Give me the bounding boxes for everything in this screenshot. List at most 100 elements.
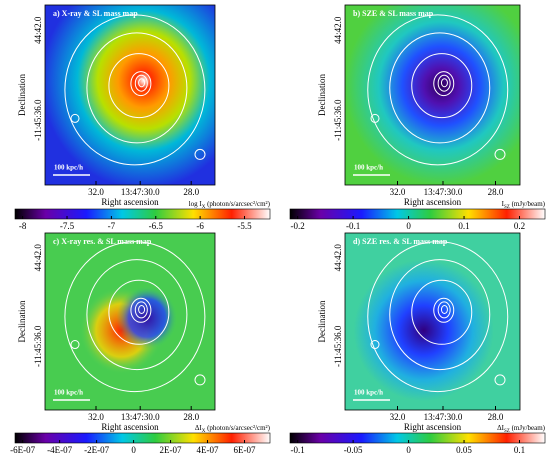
colorbar bbox=[289, 208, 546, 220]
x-axis-label: Right ascension bbox=[404, 197, 462, 207]
colorbar-tick-label: 2E-07 bbox=[160, 445, 182, 455]
x-tick-label: 32.0 bbox=[390, 187, 406, 197]
map-frame bbox=[344, 232, 521, 411]
x-tick-label: 32.0 bbox=[88, 187, 104, 197]
contour bbox=[433, 71, 455, 97]
colorbar-tick-label: -5.5 bbox=[237, 221, 252, 231]
contour bbox=[389, 32, 491, 144]
contour bbox=[70, 113, 80, 123]
colorbar-tick-label: -0.2 bbox=[291, 221, 305, 231]
contour bbox=[440, 78, 448, 88]
panel-title: d) SZE res. & SL mass map bbox=[353, 237, 448, 246]
y-tick-label: 44:42.0 bbox=[333, 16, 343, 44]
x-tick-label: 13:47:30.0 bbox=[121, 412, 160, 422]
contour bbox=[130, 297, 152, 323]
contour bbox=[367, 14, 509, 166]
panel-title: a) X-ray & SL mass map bbox=[53, 9, 138, 18]
colorbar-tick-label: -7 bbox=[108, 221, 116, 231]
colorbar-tick-label: -4E-07 bbox=[47, 445, 72, 455]
x-tick-label: 28.0 bbox=[183, 187, 199, 197]
contour bbox=[134, 301, 148, 319]
scale-bar-label: 100 kpc/h bbox=[54, 389, 83, 397]
contour bbox=[194, 148, 206, 160]
colorbar bbox=[289, 432, 546, 444]
contour bbox=[411, 53, 473, 119]
map-image bbox=[345, 233, 520, 410]
contour bbox=[108, 279, 170, 345]
x-tick-label: 28.0 bbox=[488, 412, 504, 422]
map-frame bbox=[44, 232, 216, 411]
colorbar-label: ISZ (mJy/beam) bbox=[502, 200, 546, 210]
contour bbox=[437, 301, 451, 319]
contour bbox=[70, 340, 80, 350]
y-axis-label: Declination bbox=[17, 300, 27, 342]
x-axis-label: Right ascension bbox=[101, 422, 159, 432]
x-tick-label: 13:47:30.0 bbox=[424, 187, 463, 197]
colorbar-label: log IX (photon/s/arcsec²/cm²) bbox=[189, 200, 271, 210]
colorbar-tick-label: -0.05 bbox=[344, 445, 363, 455]
colorbar-label-part: X bbox=[202, 205, 206, 210]
colorbar-tick-label: -8 bbox=[19, 221, 27, 231]
colorbar bbox=[14, 432, 271, 444]
colorbar-tick-label: -6E-07 bbox=[10, 445, 35, 455]
contour bbox=[86, 32, 188, 144]
colorbar-tick-label: -7.5 bbox=[60, 221, 75, 231]
colorbar-tick-label: -2E-07 bbox=[84, 445, 109, 455]
y-axis-label: Declination bbox=[17, 74, 27, 116]
contour bbox=[370, 340, 380, 350]
colorbar-tick-label: 6E-07 bbox=[234, 445, 256, 455]
colorbar-tick-label: -6 bbox=[196, 221, 204, 231]
map-image bbox=[45, 5, 215, 185]
contour bbox=[437, 74, 451, 92]
colorbar-label-part: ΔI bbox=[195, 424, 203, 432]
colorbar-label: ΔIX (photon/s/arcsec²/cm²) bbox=[195, 424, 271, 434]
x-tick-label: 13:47:30.0 bbox=[424, 412, 463, 422]
contour bbox=[370, 113, 380, 123]
y-tick-label: -11:45:36.0 bbox=[33, 325, 43, 367]
panel-title: c) X-ray res. & SL mass map bbox=[53, 237, 152, 246]
y-tick-label: 44:42.0 bbox=[33, 244, 43, 272]
map-frame bbox=[44, 4, 216, 186]
colorbar-tick-label: 0.1 bbox=[458, 221, 469, 231]
panel-title: b) SZE & SL mass map bbox=[353, 9, 434, 18]
map-image bbox=[345, 5, 520, 185]
colorbar-label-part: log I bbox=[189, 200, 203, 208]
y-tick-label: -11:45:36.0 bbox=[33, 99, 43, 141]
contour bbox=[64, 241, 206, 393]
scale-bar-label: 100 kpc/h bbox=[354, 389, 383, 397]
colorbar-tick-label: 0 bbox=[406, 445, 411, 455]
x-axis-label: Right ascension bbox=[101, 197, 159, 207]
contour bbox=[138, 78, 146, 88]
contour bbox=[86, 259, 188, 371]
colorbar-label-part: X bbox=[202, 429, 206, 434]
y-axis-label: Declination bbox=[317, 74, 327, 116]
scale-bar-label: 100 kpc/h bbox=[54, 164, 83, 172]
contour bbox=[138, 305, 146, 315]
contour bbox=[64, 14, 206, 166]
colorbar-label: ΔISZ (mJy/beam) bbox=[497, 424, 546, 434]
contour bbox=[494, 148, 506, 160]
colorbar bbox=[14, 208, 271, 220]
contour bbox=[411, 279, 473, 345]
y-tick-label: -11:45:36.0 bbox=[333, 325, 343, 367]
scale-bar-label: 100 kpc/h bbox=[354, 164, 383, 172]
map-frame bbox=[344, 4, 521, 186]
colorbar-tick-label: 0.2 bbox=[514, 221, 525, 231]
x-tick-label: 28.0 bbox=[183, 412, 199, 422]
x-tick-label: 28.0 bbox=[488, 187, 504, 197]
contour bbox=[433, 297, 455, 323]
colorbar-label-part: (photon/s/arcsec²/cm²) bbox=[205, 200, 270, 208]
contour bbox=[134, 74, 148, 92]
colorbar-tick-label: 4E-07 bbox=[197, 445, 219, 455]
colorbar-label-part: ΔI bbox=[497, 424, 505, 432]
map-residual bbox=[45, 233, 215, 410]
colorbar-tick-label: 0 bbox=[131, 445, 136, 455]
colorbar-label-part: I bbox=[502, 200, 505, 208]
x-tick-label: 13:47:30.0 bbox=[121, 187, 160, 197]
x-tick-label: 32.0 bbox=[88, 412, 104, 422]
contour bbox=[194, 374, 206, 386]
y-tick-label: -11:45:36.0 bbox=[333, 99, 343, 141]
colorbar-tick-label: 0 bbox=[406, 221, 411, 231]
colorbar-label-part: SZ bbox=[504, 429, 510, 434]
colorbar-tick-label: -0.1 bbox=[346, 221, 360, 231]
